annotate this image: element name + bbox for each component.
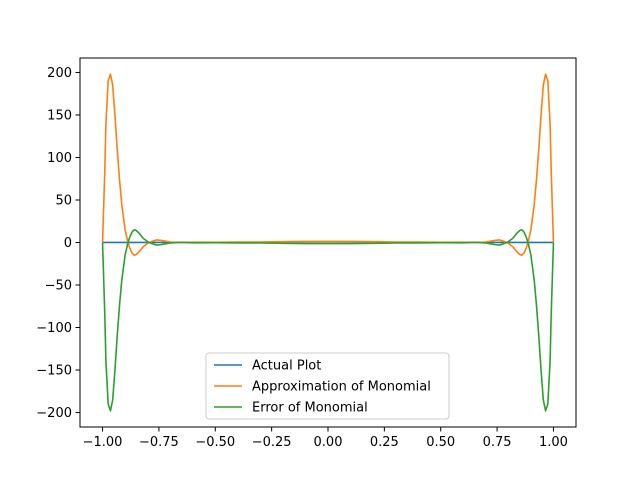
x-axis: −1.00 −0.75 −0.50 −0.25 0.00 0.25 0.50 0.75 1.00: [83, 427, 568, 450]
x-tick-label: −0.75: [139, 435, 179, 450]
legend-label-1: Approximation of Monomial: [252, 380, 431, 395]
legend: Actual Plot Approximation of Monomial Erro…: [205, 352, 450, 420]
y-tick-label: 150: [47, 108, 72, 123]
y-tick-label: 50: [55, 193, 72, 208]
x-tick-label: 0.50: [426, 435, 455, 450]
legend-box: [205, 352, 450, 420]
x-tick-label: 0.00: [314, 435, 343, 450]
y-tick-label: −100: [36, 321, 72, 336]
x-tick-label: −0.50: [195, 435, 235, 450]
x-tick-label: −1.00: [83, 435, 123, 450]
x-tick-label: 0.75: [483, 435, 512, 450]
series-line-1: [101, 73, 555, 257]
y-axis: −200 −150 −100 −50 0 50 100 150 200: [36, 66, 80, 421]
y-tick-label: −200: [36, 406, 72, 421]
series-line-2: [101, 228, 555, 412]
y-tick-label: 200: [47, 66, 72, 81]
x-tick-label: −0.25: [252, 435, 292, 450]
legend-label-0: Actual Plot: [252, 359, 321, 374]
y-tick-label: −50: [45, 279, 72, 294]
series-layer: [101, 73, 555, 412]
y-tick-label: 100: [47, 151, 72, 166]
x-tick-label: 0.25: [370, 435, 399, 450]
legend-label-2: Error of Monomial: [252, 401, 368, 416]
x-tick-label: 1.00: [539, 435, 568, 450]
y-tick-label: −150: [36, 364, 72, 379]
y-tick-label: 0: [64, 236, 72, 251]
